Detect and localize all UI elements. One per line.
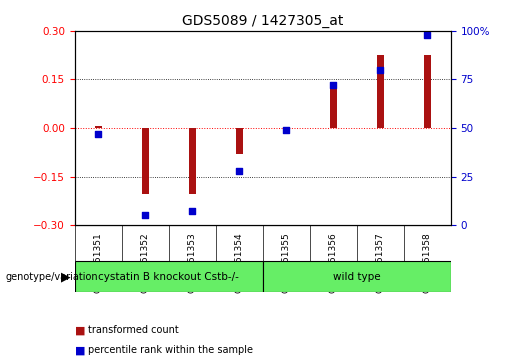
Text: wild type: wild type [333, 272, 381, 282]
Point [235, 168, 243, 174]
Point [188, 209, 196, 215]
Text: ■: ■ [75, 345, 85, 355]
Point [141, 212, 149, 218]
Point [282, 127, 290, 133]
Point [94, 131, 102, 137]
Text: ▶: ▶ [61, 270, 71, 284]
Text: cystatin B knockout Cstb-/-: cystatin B knockout Cstb-/- [98, 272, 239, 282]
Bar [376, 55, 384, 128]
Bar [263, 261, 451, 292]
Bar [283, 127, 289, 128]
Point [376, 67, 384, 73]
Bar [75, 261, 263, 292]
Bar [142, 128, 149, 194]
Text: transformed count: transformed count [88, 325, 178, 335]
Text: genotype/variation: genotype/variation [5, 272, 98, 282]
Bar [95, 126, 101, 128]
Bar [424, 55, 431, 128]
Text: percentile rank within the sample: percentile rank within the sample [88, 345, 252, 355]
Point [423, 32, 431, 38]
Bar [236, 128, 243, 154]
Point [329, 82, 337, 88]
Title: GDS5089 / 1427305_at: GDS5089 / 1427305_at [182, 15, 344, 28]
Bar [330, 83, 337, 128]
Text: ■: ■ [75, 325, 85, 335]
Bar [188, 128, 196, 194]
